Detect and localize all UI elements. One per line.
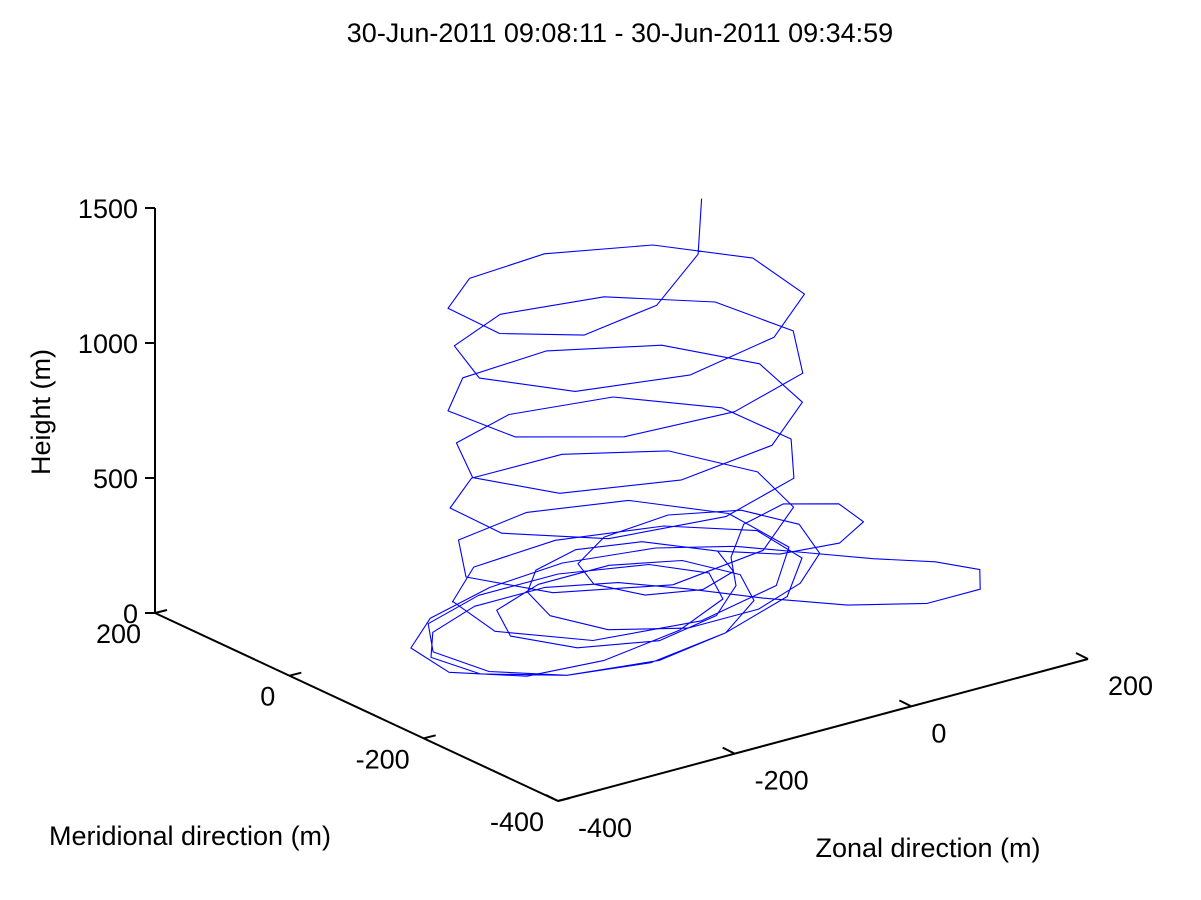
x-tick — [898, 699, 912, 708]
y-axis-line — [154, 612, 559, 802]
y-tick-label: 200 — [96, 619, 141, 649]
y-tick-label: 0 — [260, 682, 275, 712]
x-axis-line — [557, 658, 1089, 802]
x-tick-label: -400 — [578, 813, 632, 843]
x-tick-label: 0 — [931, 718, 946, 748]
y-tick — [557, 797, 571, 802]
z-axis-label: Height (m) — [26, 349, 56, 475]
x-tick-label: -200 — [755, 766, 809, 796]
x-tick-label: 200 — [1108, 671, 1153, 701]
y-tick-label: -400 — [490, 807, 544, 837]
series-line-1 — [410, 503, 981, 677]
chart-title: 30-Jun-2011 09:08:11 - 30-Jun-2011 09:34… — [347, 18, 893, 48]
z-tick-label: 500 — [93, 464, 138, 494]
series-group — [410, 198, 981, 677]
y-tick-label: -200 — [356, 744, 410, 774]
z-tick-label: 1500 — [78, 194, 138, 224]
x-axis-label: Zonal direction (m) — [815, 833, 1040, 863]
x-tick — [722, 746, 736, 755]
z-tick-label: 1000 — [78, 329, 138, 359]
y-axis-label: Meridional direction (m) — [49, 821, 331, 851]
y-tick — [154, 609, 168, 614]
z-tick-label: 0 — [123, 599, 138, 629]
y-tick — [423, 734, 436, 740]
x-tick — [545, 794, 559, 802]
axis-ticks — [145, 207, 1089, 802]
y-tick — [289, 671, 302, 677]
x-tick — [1075, 652, 1089, 660]
series-line-0 — [447, 198, 806, 642]
